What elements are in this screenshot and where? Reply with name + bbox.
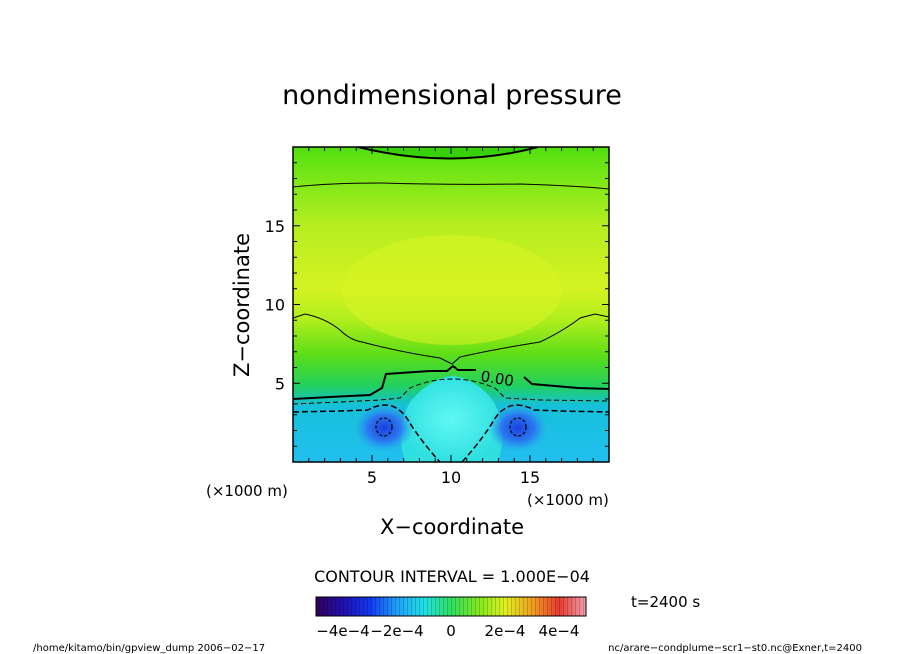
x-unit-label: (×1000 m) bbox=[527, 491, 609, 509]
x-tick-label: 15 bbox=[520, 468, 540, 487]
y-axis-title: Z−coordinate bbox=[230, 233, 254, 377]
contour-mid bbox=[293, 313, 609, 365]
y-tick-label: 15 bbox=[265, 217, 285, 236]
x-tick-label: 5 bbox=[367, 468, 377, 487]
contour-negative-left-ring bbox=[375, 417, 393, 437]
chart-title: nondimensional pressure bbox=[282, 80, 622, 111]
colorbar-tick-labels: −4e−4 −2e−4 0 2e−4 4e−4 bbox=[316, 622, 579, 640]
x-axis-tick-labels: 5 10 15 bbox=[367, 468, 540, 487]
x-axis-title: X−coordinate bbox=[380, 515, 524, 539]
colorbar-tick-label: 2e−4 bbox=[485, 622, 526, 640]
contour-negative-right-ring bbox=[509, 417, 527, 437]
plot-area bbox=[293, 147, 609, 462]
colorbar-tick-label: −4e−4 bbox=[316, 622, 369, 640]
y-axis-tick-labels: 5 10 15 bbox=[265, 217, 285, 394]
colorbar-tick-label: 4e−4 bbox=[539, 622, 580, 640]
contour-upper bbox=[293, 182, 609, 190]
x-axis-ticks bbox=[308, 147, 594, 462]
low-pressure-blob-left bbox=[354, 404, 414, 452]
y-tick-label: 5 bbox=[275, 374, 285, 393]
plume-bulb bbox=[401, 376, 503, 462]
contour-interval-text: CONTOUR INTERVAL = 1.000E−04 bbox=[314, 567, 590, 586]
colorbar-tick-label: 0 bbox=[446, 622, 456, 640]
z-unit-label: (×1000 m) bbox=[206, 482, 288, 500]
contour-label: 0.00 bbox=[479, 367, 515, 390]
time-label: t=2400 s bbox=[631, 593, 700, 611]
colorbar-tick-label: −2e−4 bbox=[370, 622, 423, 640]
low-pressure-blob-right bbox=[488, 404, 548, 452]
footer-right: nc/arare−condplume−scr1−st0.nc@Exner,t=2… bbox=[608, 643, 862, 654]
contour-top-thick bbox=[357, 147, 539, 160]
contour-negative-2 bbox=[293, 404, 609, 462]
central-yellow-region bbox=[342, 235, 562, 345]
y-axis-ticks bbox=[293, 162, 609, 447]
colorbar-stripes bbox=[316, 597, 586, 616]
contour-negative-1 bbox=[293, 378, 609, 405]
y-tick-label: 10 bbox=[265, 296, 285, 315]
contour-zero bbox=[293, 364, 609, 400]
x-tick-label: 10 bbox=[441, 468, 461, 487]
footer-left: /home/kitamo/bin/gpview_dump 2006−02−17 bbox=[33, 643, 265, 654]
